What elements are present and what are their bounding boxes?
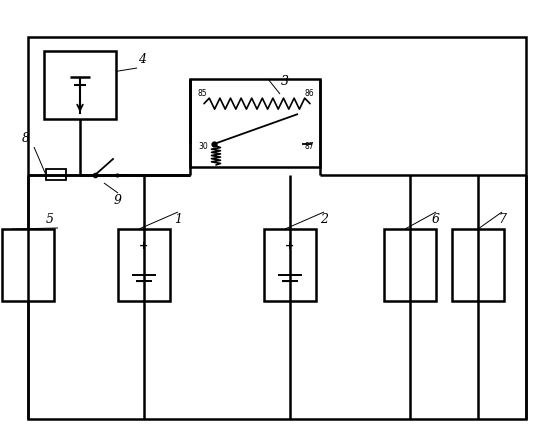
Text: 8: 8 xyxy=(22,132,30,146)
Text: −: − xyxy=(281,276,291,289)
Text: 3: 3 xyxy=(281,76,289,89)
Text: 2: 2 xyxy=(320,214,328,227)
Text: 86: 86 xyxy=(304,89,314,97)
Text: 9: 9 xyxy=(114,194,122,207)
Bar xyxy=(264,229,316,301)
Text: 1: 1 xyxy=(174,214,182,227)
Text: 6: 6 xyxy=(432,214,440,227)
Bar xyxy=(384,229,436,301)
Text: 4: 4 xyxy=(138,54,146,67)
Bar xyxy=(2,229,54,301)
Text: 7: 7 xyxy=(498,214,506,227)
Bar xyxy=(118,229,170,301)
Bar xyxy=(28,37,526,419)
Text: +: + xyxy=(285,241,295,251)
Text: −: − xyxy=(135,276,145,289)
Bar xyxy=(452,229,504,301)
Text: +: + xyxy=(140,241,148,251)
Text: 30: 30 xyxy=(198,143,208,152)
Bar xyxy=(44,51,116,119)
Text: 5: 5 xyxy=(46,214,54,227)
Text: 87: 87 xyxy=(304,143,314,152)
Text: 85: 85 xyxy=(198,89,208,97)
Bar xyxy=(190,79,320,167)
Bar xyxy=(46,169,66,181)
